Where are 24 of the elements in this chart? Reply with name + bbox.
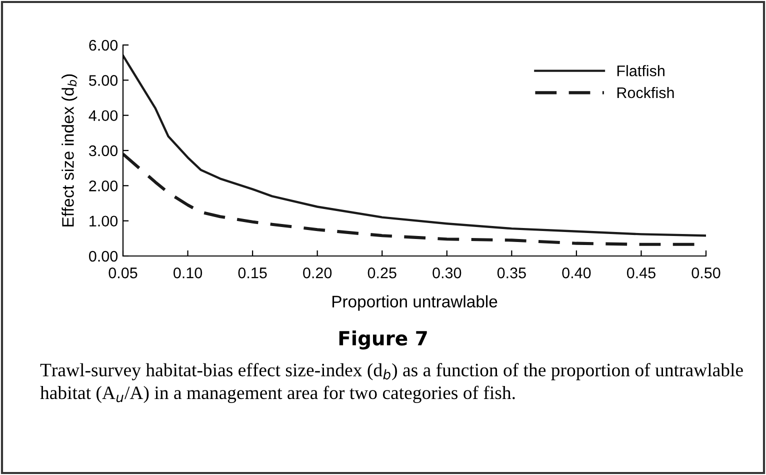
legend-label: Rockfish [617,86,674,98]
x-tick-label: 0.10 [174,268,202,278]
y-tick-label: 4.00 [88,110,118,122]
y-axis-title: Effect size index (d$_{b}$) [62,74,78,226]
x-tick-label: 0.25 [368,268,396,278]
x-tick-label: 0.15 [238,268,267,278]
legend-label: Flatfish [617,65,664,76]
x-axis-title: Proportion untrawlable [332,295,498,311]
y-tick-label: 2.00 [89,180,118,192]
text: Figure 7 [339,330,427,350]
x-tick-label: 0.45 [626,268,656,278]
y-tick-label: 3.00 [88,145,118,156]
line-series [123,54,706,237]
x-tick-label: 0.40 [562,268,591,278]
x-tick-label: 0.20 [303,268,332,278]
y-tick-label: 6.00 [89,40,118,51]
y-tick-label: 0.00 [89,250,118,262]
x-tick-label: 0.50 [692,268,720,278]
x-tick-label: 0.30 [432,268,462,278]
x-tick-label: 0.35 [497,268,526,278]
x-tick-label: 0.05 [108,268,138,278]
text: Trawl-survey habitat-bias effect size-index (d$_{b}$) as a function of the proportion of untrawlable habitat (A$_{u}$/A) in a management area for two categories of fish. [40,363,743,404]
y-tick-label: 5.00 [89,75,118,86]
y-tick-label: 1.00 [90,216,118,227]
